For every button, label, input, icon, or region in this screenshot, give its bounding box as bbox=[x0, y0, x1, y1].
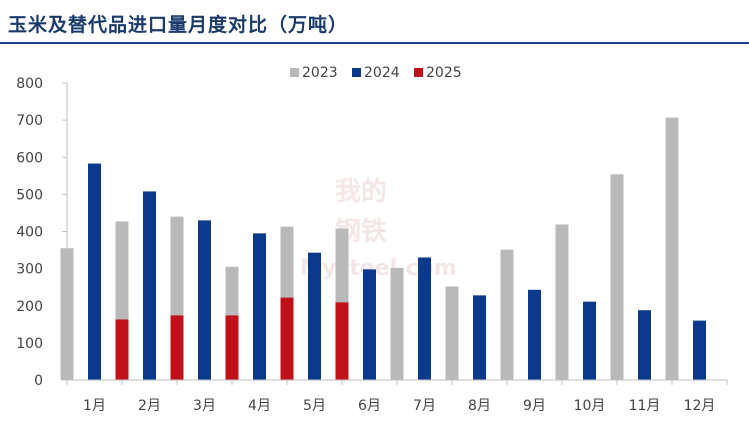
bar-2023 bbox=[390, 267, 404, 380]
legend-swatch-2025 bbox=[414, 68, 423, 77]
y-tick-label: 500 bbox=[16, 187, 43, 203]
y-tick-label: 800 bbox=[16, 76, 43, 92]
y-tick-label: 100 bbox=[16, 336, 43, 352]
bar-2025 bbox=[335, 302, 349, 380]
x-tick-label: 8月 bbox=[468, 398, 491, 414]
x-tick-label: 10月 bbox=[574, 398, 606, 414]
y-tick-label: 600 bbox=[16, 150, 43, 166]
bar-2023 bbox=[445, 286, 459, 380]
y-axis: 0 100 200 300 400 500 600 700 800 bbox=[16, 76, 68, 389]
bar-2025 bbox=[280, 297, 294, 380]
bar-2023 bbox=[555, 224, 569, 380]
bar-2024 bbox=[693, 320, 706, 380]
bar-2023 bbox=[610, 174, 624, 380]
watermark-line1: 我的 bbox=[335, 176, 387, 207]
x-tick-label: 3月 bbox=[193, 398, 216, 414]
bar-2024 bbox=[308, 252, 321, 380]
x-tick-label: 4月 bbox=[248, 398, 271, 414]
bar-2024 bbox=[143, 191, 156, 380]
bar-2023 bbox=[60, 248, 74, 380]
bar-2024 bbox=[88, 163, 101, 380]
x-tick-label: 11月 bbox=[629, 398, 661, 414]
bar-2024 bbox=[253, 233, 266, 380]
x-tick-label: 5月 bbox=[303, 398, 326, 414]
legend-label-2024: 2024 bbox=[364, 65, 400, 81]
bar-2025 bbox=[225, 315, 239, 380]
bars bbox=[60, 117, 706, 381]
legend-label-2023: 2023 bbox=[302, 65, 338, 81]
y-tick-label: 0 bbox=[34, 373, 43, 389]
bar-2024 bbox=[528, 289, 541, 380]
bar-2025 bbox=[115, 319, 129, 380]
bar-2024 bbox=[198, 220, 211, 380]
bar-2023 bbox=[665, 117, 679, 381]
x-tick-label: 12月 bbox=[684, 398, 716, 414]
x-tick-label: 7月 bbox=[413, 398, 436, 414]
x-tick-label: 6月 bbox=[358, 398, 381, 414]
bar-2025 bbox=[170, 315, 184, 380]
y-tick-label: 300 bbox=[16, 262, 43, 278]
legend-label-2025: 2025 bbox=[426, 65, 462, 81]
bar-2023 bbox=[500, 249, 514, 380]
bar-2024 bbox=[418, 257, 431, 380]
y-tick-label: 400 bbox=[16, 225, 43, 241]
legend: 2023 2024 2025 bbox=[290, 65, 462, 81]
bar-2024 bbox=[638, 310, 651, 380]
bar-2024 bbox=[473, 295, 486, 380]
legend-swatch-2024 bbox=[352, 68, 361, 77]
legend-swatch-2023 bbox=[290, 68, 299, 77]
watermark-brand: Mysteel.com bbox=[300, 256, 457, 281]
watermark: 我的 钢铁 Mysteel.com bbox=[300, 176, 457, 281]
x-tick-label: 1月 bbox=[83, 398, 106, 414]
bar-2024 bbox=[583, 301, 596, 380]
bar-2024 bbox=[363, 269, 376, 380]
chart-title: 玉米及替代品进口量月度对比（万吨） bbox=[8, 14, 349, 36]
x-axis: 1月 2月 3月 4月 5月 6月 7月 8月 9月 10月 11月 12月 bbox=[66, 379, 728, 414]
y-tick-label: 200 bbox=[16, 299, 43, 315]
y-tick-label: 700 bbox=[16, 113, 43, 129]
x-tick-label: 9月 bbox=[523, 398, 546, 414]
x-tick-label: 2月 bbox=[138, 398, 161, 414]
title-rule bbox=[0, 42, 749, 44]
